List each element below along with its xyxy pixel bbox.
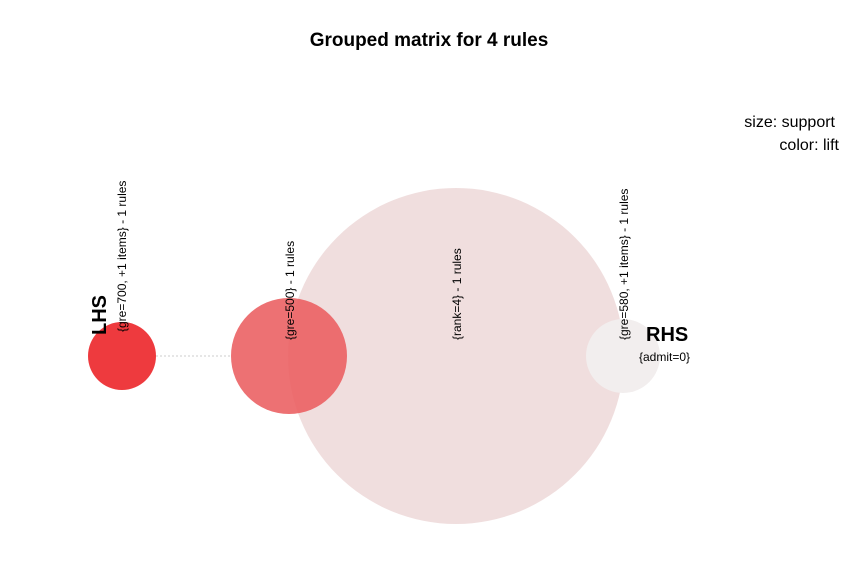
group-label-1: {gre=700, +1 items} - 1 rules — [115, 181, 129, 332]
group-labels: {gre=700, +1 items} - 1 rules {gre=500} -… — [115, 181, 631, 340]
rule-circle-4 — [586, 319, 660, 393]
legend-size-label: size: support — [744, 114, 835, 131]
rule-circle-1 — [88, 322, 156, 390]
rule-circle-3 — [288, 188, 624, 524]
rule-circles — [88, 188, 660, 524]
group-label-2: {gre=500} - 1 rules — [283, 241, 297, 340]
rhs-axis-label: RHS — [646, 324, 688, 346]
lhs-axis-label: LHS — [89, 295, 111, 335]
group-label-4: {gre=580, +1 items} - 1 rules — [617, 189, 631, 340]
rule-circle-2 — [231, 298, 347, 414]
legend-color-label: color: lift — [779, 137, 839, 154]
group-label-3: {rank=4} - 1 rules — [450, 248, 464, 340]
chart-title: Grouped matrix for 4 rules — [310, 30, 549, 51]
rhs-item-label: {admit=0} — [639, 350, 690, 364]
